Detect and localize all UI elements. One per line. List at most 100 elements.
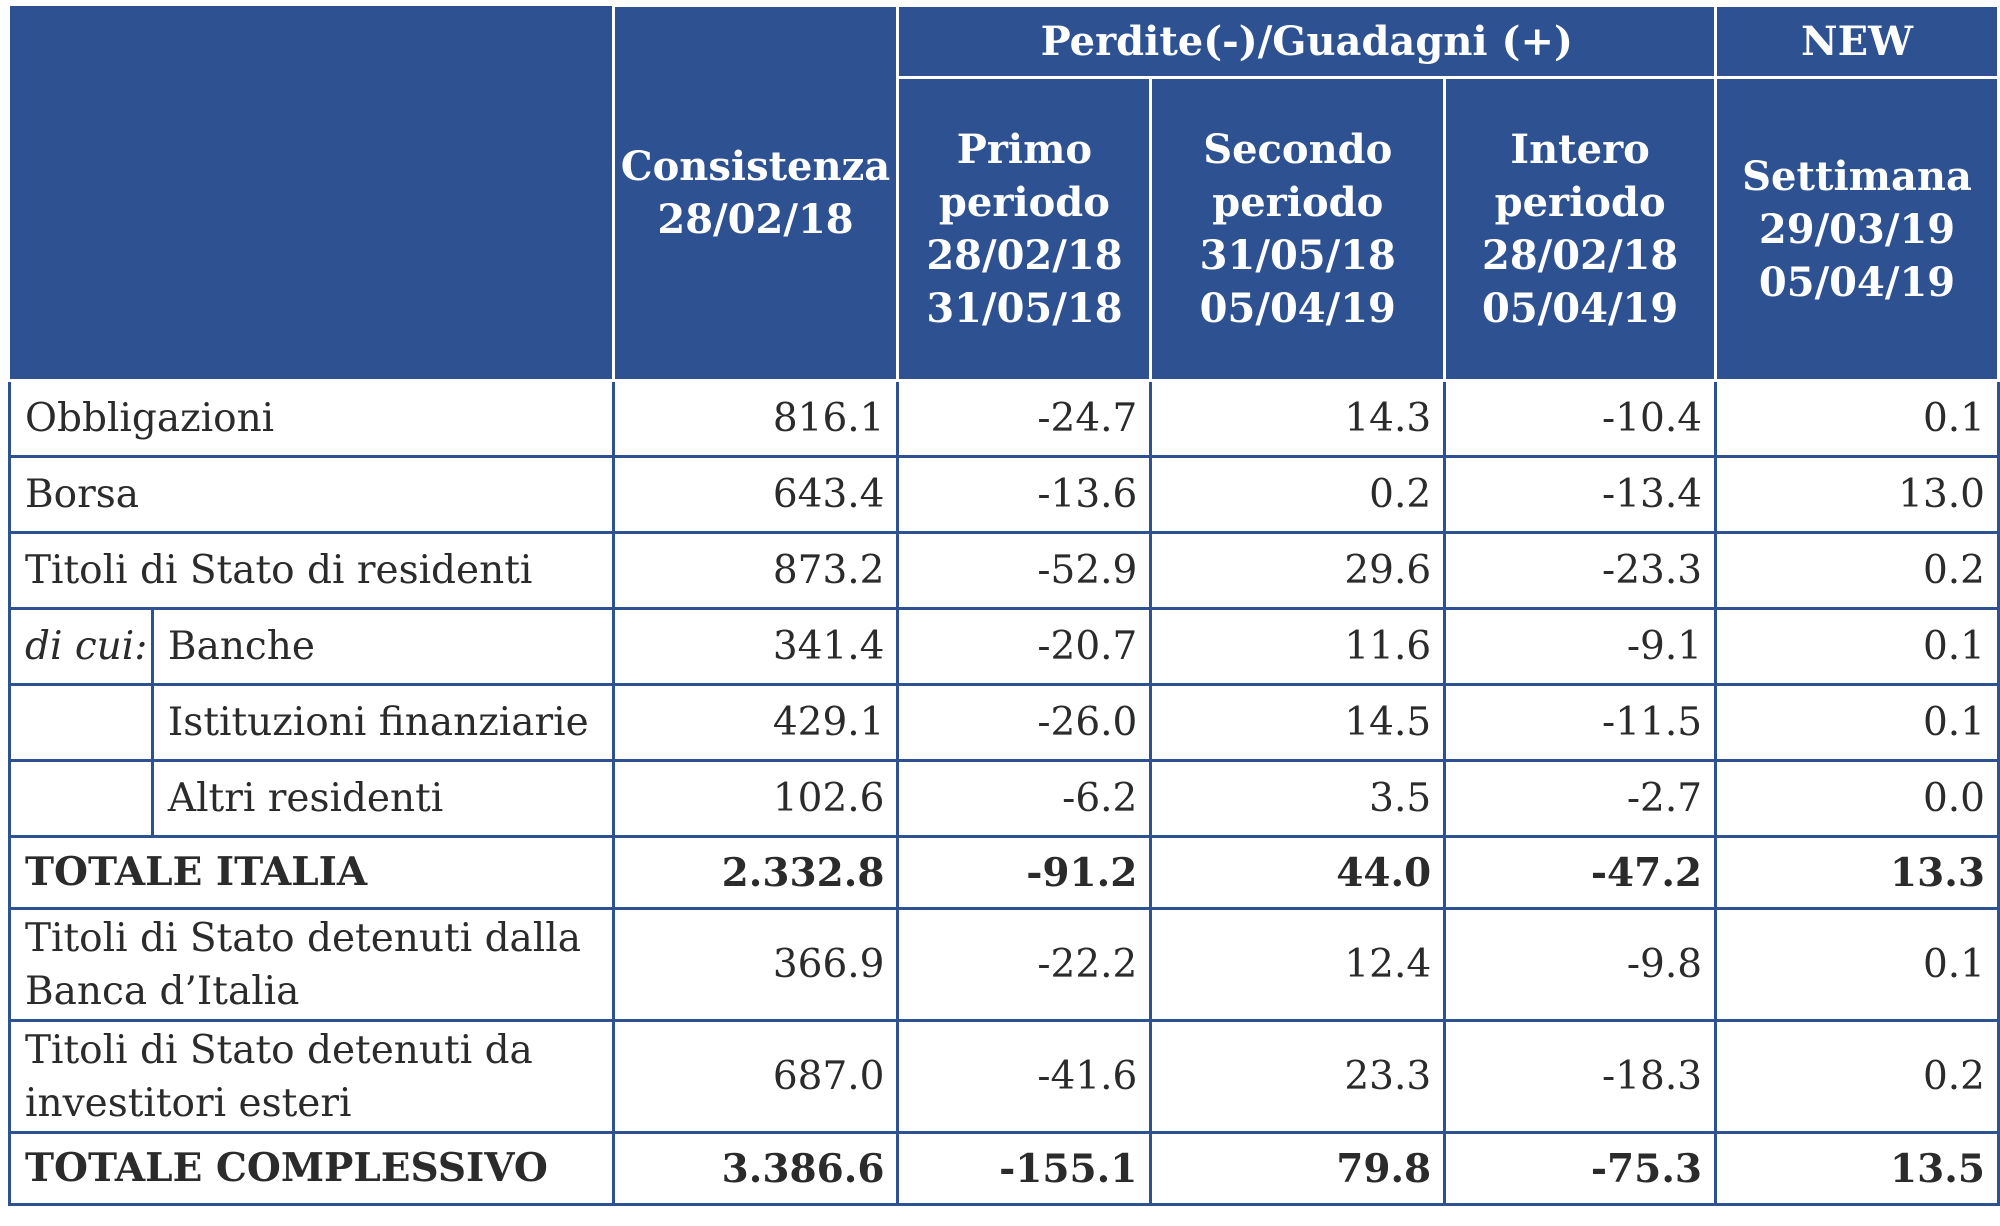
cell-secondo: 12.4 bbox=[1149, 907, 1447, 1022]
cell-primo: -22.2 bbox=[896, 907, 1153, 1022]
row-prefix-di-cui: di cui: bbox=[8, 607, 154, 686]
table-row-banche: di cui: Banche 341.4 -20.7 11.6 -9.1 0.1 bbox=[8, 607, 2000, 686]
row-label: Borsa bbox=[8, 455, 615, 534]
header-line: 28/02/18 bbox=[657, 196, 854, 243]
header-line: 05/04/19 bbox=[1482, 285, 1679, 332]
row-label-line: Titoli di Stato detenuti dalla bbox=[25, 915, 581, 961]
header-line: 28/02/18 bbox=[926, 232, 1123, 279]
cell-settimana: 13.3 bbox=[1714, 835, 2000, 910]
header-line: 05/04/19 bbox=[1199, 285, 1396, 332]
cell-intero: -47.2 bbox=[1443, 835, 1718, 910]
table-row-obbligazioni: Obbligazioni 816.1 -24.7 14.3 -10.4 0.1 bbox=[8, 379, 2000, 458]
header-settimana: Settimana 29/03/19 05/04/19 bbox=[1714, 76, 2000, 382]
row-label: TOTALE ITALIA bbox=[8, 835, 615, 910]
header-line: Settimana bbox=[1742, 152, 1972, 200]
cell-primo: -52.9 bbox=[896, 531, 1153, 610]
header-line: 05/04/19 bbox=[1758, 258, 1956, 306]
cell-settimana: 0.1 bbox=[1714, 907, 2000, 1022]
cell-secondo: 44.0 bbox=[1149, 835, 1447, 910]
header-intero-periodo: Intero periodo 28/02/18 05/04/19 bbox=[1443, 76, 1718, 382]
table-row-totale-complessivo: TOTALE COMPLESSIVO 3.386.6 -155.1 79.8 -… bbox=[8, 1131, 2000, 1206]
cell-intero: -11.5 bbox=[1443, 683, 1718, 762]
cell-intero: -10.4 bbox=[1443, 379, 1718, 458]
header-empty-cell bbox=[9, 5, 615, 382]
header-line: periodo bbox=[938, 179, 1110, 226]
cell-settimana: 0.2 bbox=[1714, 531, 2000, 610]
cell-consistenza: 3.386.6 bbox=[611, 1131, 900, 1206]
table-row-investitori-esteri: Titoli di Stato detenuti da investitori … bbox=[8, 1019, 2000, 1134]
cell-settimana: 13.5 bbox=[1714, 1131, 2000, 1206]
cell-consistenza: 816.1 bbox=[611, 379, 900, 458]
cell-consistenza: 873.2 bbox=[611, 531, 900, 610]
cell-settimana: 0.1 bbox=[1714, 607, 2000, 686]
cell-primo: -41.6 bbox=[896, 1019, 1153, 1134]
cell-primo: -155.1 bbox=[896, 1131, 1153, 1206]
cell-settimana: 0.0 bbox=[1714, 759, 2000, 838]
cell-consistenza: 366.9 bbox=[611, 907, 900, 1022]
cell-intero: -2.7 bbox=[1443, 759, 1718, 838]
cell-intero: -9.8 bbox=[1443, 907, 1718, 1022]
cell-secondo: 0.2 bbox=[1149, 455, 1447, 534]
row-label: Altri residenti bbox=[150, 759, 615, 838]
cell-primo: -91.2 bbox=[896, 835, 1153, 910]
cell-consistenza: 2.332.8 bbox=[611, 835, 900, 910]
cell-primo: -20.7 bbox=[896, 607, 1153, 686]
header-group-perdite-guadagni: Perdite(-)/Guadagni (+) bbox=[896, 4, 1718, 79]
cell-primo: -13.6 bbox=[896, 455, 1153, 534]
row-label: Obbligazioni bbox=[8, 379, 615, 458]
header-new: NEW bbox=[1714, 4, 2000, 79]
row-label: Istituzioni finanziarie bbox=[150, 683, 615, 762]
header-secondo-periodo: Secondo periodo 31/05/18 05/04/19 bbox=[1149, 76, 1447, 382]
cell-consistenza: 429.1 bbox=[611, 683, 900, 762]
cell-secondo: 29.6 bbox=[1149, 531, 1447, 610]
header-line: 29/03/19 bbox=[1758, 205, 1956, 253]
row-label: Titoli di Stato di residenti bbox=[8, 531, 615, 610]
row-label: Titoli di Stato detenuti dalla Banca d’I… bbox=[8, 907, 615, 1022]
cell-intero: -18.3 bbox=[1443, 1019, 1718, 1134]
empty-cell bbox=[8, 683, 154, 762]
empty-cell bbox=[8, 759, 154, 838]
cell-intero: -13.4 bbox=[1443, 455, 1718, 534]
cell-consistenza: 102.6 bbox=[611, 759, 900, 838]
cell-settimana: 0.1 bbox=[1714, 379, 2000, 458]
header-line: 28/02/18 bbox=[1482, 232, 1679, 279]
cell-consistenza: 643.4 bbox=[611, 455, 900, 534]
row-label: Banche bbox=[150, 607, 615, 686]
header-line: periodo bbox=[1494, 179, 1666, 226]
cell-secondo: 14.5 bbox=[1149, 683, 1447, 762]
header-line: 31/05/18 bbox=[926, 285, 1123, 332]
table-row-borsa: Borsa 643.4 -13.6 0.2 -13.4 13.0 bbox=[8, 455, 2000, 534]
cell-secondo: 23.3 bbox=[1149, 1019, 1447, 1134]
cell-intero: -9.1 bbox=[1443, 607, 1718, 686]
cell-intero: -23.3 bbox=[1443, 531, 1718, 610]
header-line: Intero bbox=[1510, 126, 1650, 173]
row-label-line: investitori esteri bbox=[25, 1080, 352, 1126]
header-consistenza: Consistenza 28/02/18 bbox=[611, 4, 900, 382]
row-label-line: Titoli di Stato detenuti da bbox=[25, 1027, 533, 1073]
header-line: Secondo bbox=[1203, 126, 1393, 173]
header-line: Primo bbox=[956, 126, 1093, 173]
header-line: Consistenza bbox=[620, 143, 891, 190]
data-table: Consistenza 28/02/18 Perdite(-)/Guadagni… bbox=[8, 4, 2000, 1206]
cell-primo: -26.0 bbox=[896, 683, 1153, 762]
cell-consistenza: 341.4 bbox=[611, 607, 900, 686]
row-label: TOTALE COMPLESSIVO bbox=[8, 1131, 615, 1206]
table-row-titoli-residenti: Titoli di Stato di residenti 873.2 -52.9… bbox=[8, 531, 2000, 610]
cell-consistenza: 687.0 bbox=[611, 1019, 900, 1134]
table-row-banca-italia: Titoli di Stato detenuti dalla Banca d’I… bbox=[8, 907, 2000, 1022]
cell-primo: -6.2 bbox=[896, 759, 1153, 838]
header-line: 31/05/18 bbox=[1199, 232, 1396, 279]
header-line: periodo bbox=[1212, 179, 1384, 226]
cell-settimana: 0.2 bbox=[1714, 1019, 2000, 1134]
row-label-line: Banca d’Italia bbox=[25, 968, 300, 1014]
cell-secondo: 79.8 bbox=[1149, 1131, 1447, 1206]
cell-secondo: 11.6 bbox=[1149, 607, 1447, 686]
cell-secondo: 14.3 bbox=[1149, 379, 1447, 458]
table-row-totale-italia: TOTALE ITALIA 2.332.8 -91.2 44.0 -47.2 1… bbox=[8, 835, 2000, 910]
row-label: Titoli di Stato detenuti da investitori … bbox=[8, 1019, 615, 1134]
table-row-istituzioni: Istituzioni finanziarie 429.1 -26.0 14.5… bbox=[8, 683, 2000, 762]
table-row-altri-residenti: Altri residenti 102.6 -6.2 3.5 -2.7 0.0 bbox=[8, 759, 2000, 838]
header-primo-periodo: Primo periodo 28/02/18 31/05/18 bbox=[896, 76, 1153, 382]
cell-primo: -24.7 bbox=[896, 379, 1153, 458]
cell-intero: -75.3 bbox=[1443, 1131, 1718, 1206]
